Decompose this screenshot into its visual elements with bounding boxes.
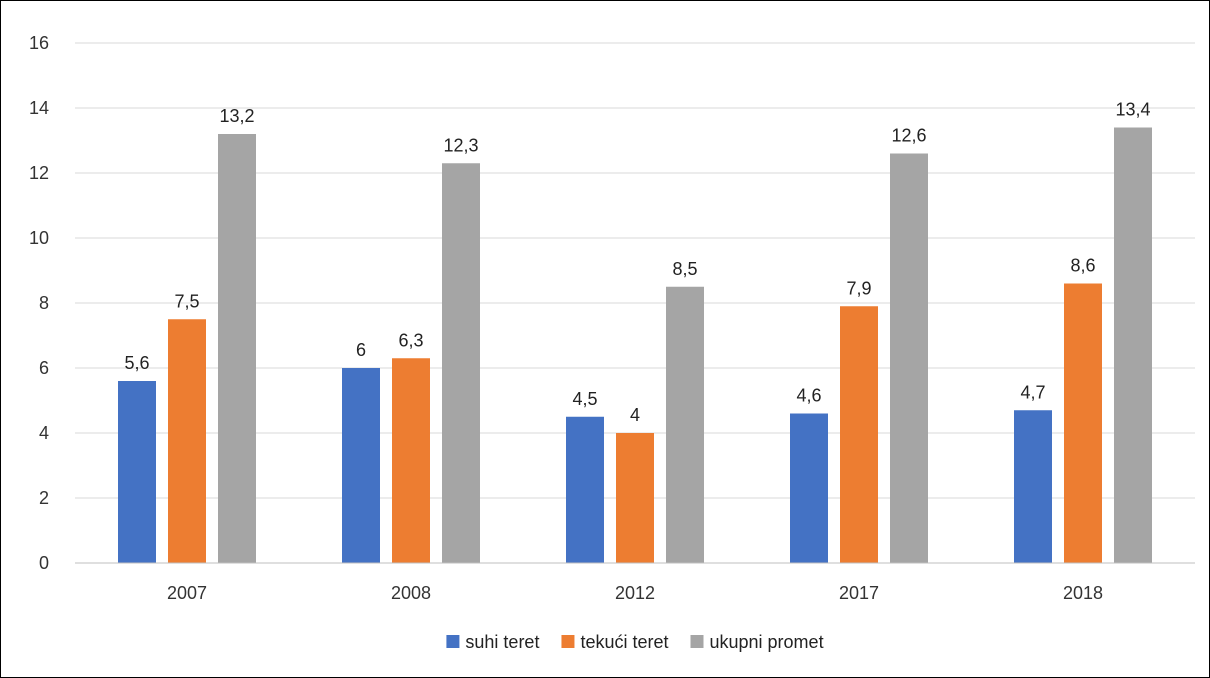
data-labels: 5,6 7,5 13,2 6 6,3 12,3 4,5 4 8,5 4,6 7,9 12,6 4,7 8,… [124, 100, 1150, 426]
x-tick-label: 2012 [615, 583, 655, 603]
data-label-2017-1: 7,9 [846, 278, 871, 298]
bar-2018-0 [1014, 410, 1052, 563]
x-tick-label: 2008 [391, 583, 431, 603]
data-label-2018-0: 4,7 [1020, 382, 1045, 402]
legend-item-1: tekući teret [561, 632, 669, 652]
legend: suhi teret tekući teret ukupni promet [446, 632, 824, 652]
gridlines [75, 42, 1195, 564]
data-label-2012-0: 4,5 [572, 389, 597, 409]
legend-label: ukupni promet [710, 632, 824, 652]
bars [118, 127, 1152, 563]
y-axis: 0 2 4 6 8 10 12 14 16 [29, 33, 49, 573]
data-label-2018-1: 8,6 [1070, 256, 1095, 276]
data-label-2008-0: 6 [356, 340, 366, 360]
data-label-2017-2: 12,6 [891, 126, 926, 146]
data-label-2018-2: 13,4 [1115, 100, 1150, 120]
y-tick-label: 10 [29, 228, 49, 248]
bar-2018-1 [1064, 283, 1102, 563]
y-tick-label: 2 [39, 488, 49, 508]
y-tick-label: 4 [39, 423, 49, 443]
bar-2012-2 [666, 286, 704, 563]
legend-swatch [690, 635, 704, 648]
y-tick-label: 6 [39, 358, 49, 378]
bar-2007-0 [118, 381, 156, 563]
legend-swatch [561, 635, 575, 648]
x-tick-label: 2017 [839, 583, 879, 603]
bar-2008-2 [442, 163, 480, 563]
bar-2012-0 [566, 416, 604, 563]
bar-2017-2 [890, 153, 928, 563]
y-tick-label: 16 [29, 33, 49, 53]
y-tick-label: 8 [39, 293, 49, 313]
data-label-2017-0: 4,6 [796, 386, 821, 406]
legend-swatch [446, 635, 460, 648]
bar-2017-1 [840, 306, 878, 563]
x-tick-label: 2018 [1063, 583, 1103, 603]
y-tick-label: 14 [29, 98, 49, 118]
bar-2007-1 [168, 319, 206, 563]
bar-2012-1 [616, 433, 654, 563]
data-label-2007-2: 13,2 [219, 106, 254, 126]
data-label-2012-1: 4 [630, 405, 640, 425]
data-label-2007-1: 7,5 [174, 291, 199, 311]
y-tick-label: 12 [29, 163, 49, 183]
x-axis: 2007 2008 2012 2017 2018 [75, 562, 1195, 603]
bar-2007-2 [218, 134, 256, 563]
bar-2018-2 [1114, 127, 1152, 563]
legend-label: tekući teret [580, 632, 668, 652]
legend-item-0: suhi teret [446, 632, 539, 652]
y-tick-label: 0 [39, 553, 49, 573]
bar-2008-1 [392, 358, 430, 563]
data-label-2007-0: 5,6 [124, 353, 149, 373]
bar-2017-0 [790, 413, 828, 563]
data-label-2008-1: 6,3 [398, 330, 423, 350]
bar-2008-0 [342, 368, 380, 563]
x-tick-label: 2007 [167, 583, 207, 603]
legend-item-2: ukupni promet [690, 632, 824, 652]
data-label-2012-2: 8,5 [672, 259, 697, 279]
legend-label: suhi teret [465, 632, 539, 652]
data-label-2008-2: 12,3 [443, 135, 478, 155]
